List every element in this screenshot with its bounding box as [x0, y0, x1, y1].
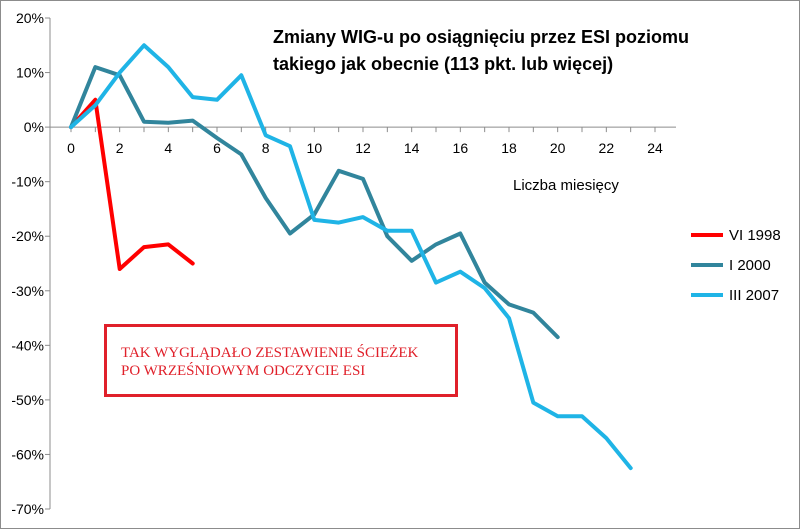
chart-title: Zmiany WIG-u po osiągnięciu przez ESI po…: [273, 27, 690, 74]
y-tick-label: -40%: [11, 337, 44, 353]
y-tick-label: -20%: [11, 228, 44, 244]
x-tick-label: 22: [599, 140, 615, 156]
x-tick-label: 20: [550, 140, 566, 156]
x-axis-label: Liczba miesięcy: [513, 177, 619, 194]
x-tick-label: 24: [647, 140, 663, 156]
x-tick-label: 10: [307, 140, 323, 156]
annotation-box: TAK WYGLĄDAŁO ZESTAWIENIE ŚCIEŻEK PO WRZ…: [104, 324, 458, 397]
x-tick-label: 12: [355, 140, 371, 156]
annotation-text: TAK WYGLĄDAŁO ZESTAWIENIE ŚCIEŻEK PO WRZ…: [121, 345, 419, 379]
x-tick-label: 18: [501, 140, 517, 156]
series-layer: [69, 43, 633, 471]
y-tick-label: 10%: [16, 65, 44, 81]
series-line-iii-2007: [69, 43, 633, 471]
legend-swatch-i-2000: [691, 263, 723, 267]
x-tick-label: 6: [213, 140, 221, 156]
y-tick-label: -10%: [11, 174, 44, 190]
legend-item-vi-1998: VI 1998: [691, 225, 781, 245]
x-tick-label: 0: [67, 140, 75, 156]
x-tick-label: 16: [453, 140, 469, 156]
x-tick-label: 14: [404, 140, 420, 156]
x-tick-label: 2: [116, 140, 124, 156]
series-line-vi-1998: [69, 97, 195, 271]
y-tick-label: -60%: [11, 446, 44, 462]
legend-swatch-vi-1998: [691, 233, 723, 237]
chart-axes: 20%10%0%-10%-20%-30%-40%-50%-60%-70%0 2 4 6…: [11, 10, 676, 517]
legend-label-vi-1998: VI 1998: [729, 226, 781, 244]
x-tick-label: 4: [164, 140, 172, 156]
legend-label-i-2000: I 2000: [729, 256, 771, 274]
y-tick-label: 0%: [24, 119, 44, 135]
series-line-i-2000: [69, 65, 560, 340]
y-tick-label: -30%: [11, 283, 44, 299]
y-tick-label: -70%: [11, 501, 44, 517]
legend-swatch-iii-2007: [691, 293, 723, 297]
legend-label-iii-2007: III 2007: [729, 286, 780, 304]
y-tick-label: 20%: [16, 10, 44, 26]
y-tick-label: -50%: [11, 392, 44, 408]
legend-item-i-2000: I 2000: [691, 255, 771, 275]
x-tick-label: 8: [262, 140, 270, 156]
legend-item-iii-2007: III 2007: [691, 285, 779, 305]
